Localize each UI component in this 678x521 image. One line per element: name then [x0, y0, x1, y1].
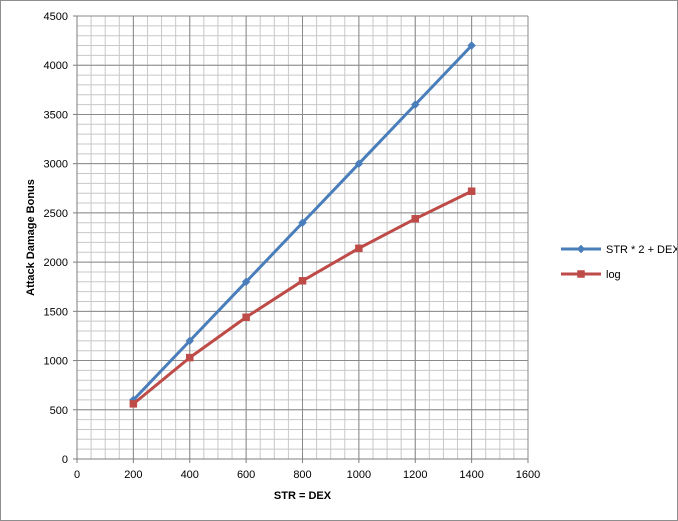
- y-axis-tick-labels: 0 500 1000 1500 2000 2500 3000 3500 4000 4500: [44, 11, 68, 466]
- y-tick-label: 1500: [44, 306, 68, 318]
- y-axis-title: Attack Damage Bonus: [25, 179, 37, 296]
- y-tick-label: 3000: [44, 159, 68, 171]
- data-point: [241, 277, 251, 287]
- x-tick-label: 0: [74, 469, 80, 481]
- legend-item: log: [561, 269, 621, 281]
- y-tick-label: 3500: [44, 109, 68, 121]
- y-tick-label: 0: [62, 454, 68, 466]
- data-point: [242, 313, 250, 321]
- y-tick-label: 500: [50, 405, 68, 417]
- legend-swatch-marker: [577, 270, 585, 278]
- data-point: [298, 277, 307, 285]
- x-axis-title: STR = DEX: [274, 490, 332, 502]
- data-point: [467, 41, 476, 50]
- data-point: [411, 215, 419, 223]
- major-gridlines: [76, 15, 529, 460]
- data-point: [185, 336, 195, 346]
- x-tick-label: 1200: [403, 469, 427, 481]
- x-tick-label: 1600: [516, 469, 540, 481]
- data-point: [186, 353, 194, 362]
- series-2: [129, 187, 476, 408]
- legend: STR * 2 + DEX log: [561, 244, 677, 281]
- y-tick-label: 4000: [44, 60, 68, 72]
- data-point: [298, 218, 307, 228]
- data-point: [354, 159, 364, 169]
- data-point: [129, 400, 138, 408]
- legend-item: STR * 2 + DEX: [561, 244, 677, 256]
- x-axis-tick-labels: 0 200 400 600 800 1000 1200 1400 1600: [74, 469, 540, 481]
- legend-label: STR * 2 + DEX: [606, 244, 677, 256]
- x-tick-label: 800: [293, 469, 311, 481]
- series-1: [129, 41, 476, 405]
- data-point: [355, 244, 363, 253]
- series-layer: [129, 41, 476, 408]
- y-tick-label: 2000: [44, 257, 68, 269]
- data-point: [410, 100, 420, 109]
- x-tick-label: 1000: [347, 469, 371, 481]
- y-tick-label: 4500: [44, 11, 68, 23]
- x-tick-label: 200: [124, 469, 142, 481]
- y-tick-label: 2500: [44, 208, 68, 220]
- y-tick-label: 1000: [44, 356, 68, 368]
- legend-label: log: [606, 269, 621, 281]
- x-tick-label: 600: [237, 469, 255, 481]
- x-tick-label: 1400: [459, 469, 483, 481]
- axes: [73, 15, 529, 463]
- x-tick-label: 400: [181, 469, 199, 481]
- data-point: [467, 187, 476, 195]
- legend-swatch-marker: [576, 244, 586, 254]
